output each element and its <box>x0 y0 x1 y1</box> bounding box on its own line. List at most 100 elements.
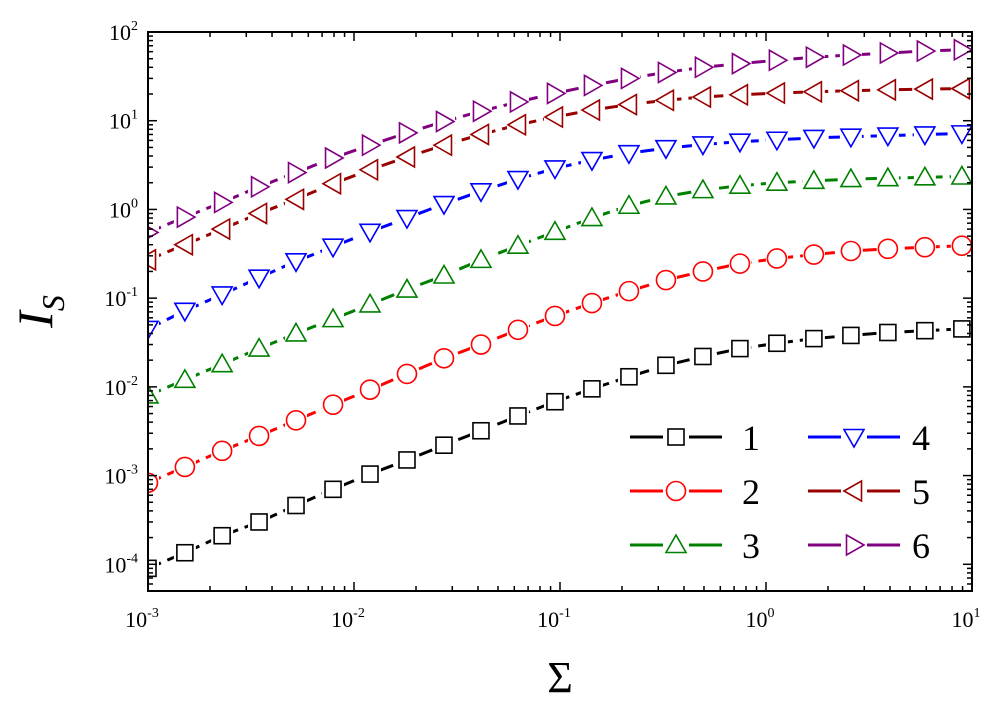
series-point <box>654 139 678 160</box>
series-point <box>322 394 344 415</box>
y-tick-label: 10-3 <box>104 463 138 489</box>
x-tick-labels: 10-3 10-2 10-1 100 101 <box>125 606 980 632</box>
series-point <box>805 45 826 69</box>
series-point <box>435 110 456 133</box>
series-point <box>654 184 678 205</box>
series-point <box>765 171 789 192</box>
series-point <box>879 323 897 342</box>
series-point <box>284 321 308 342</box>
series-point <box>692 261 714 282</box>
series-point <box>213 191 234 214</box>
series-point <box>546 392 564 411</box>
series-point <box>176 205 197 229</box>
series-point <box>321 172 342 196</box>
series-point <box>358 158 379 182</box>
series-point <box>546 82 567 105</box>
series-point <box>694 347 712 366</box>
series-point <box>148 559 157 578</box>
series-point <box>768 48 789 72</box>
series-point <box>359 379 381 400</box>
series-point <box>953 320 971 338</box>
series-point <box>914 236 936 258</box>
series-line <box>148 48 962 234</box>
series-point <box>879 41 900 65</box>
series-point <box>210 352 234 373</box>
series-point <box>469 248 493 269</box>
series-6 <box>148 38 972 244</box>
series-point <box>876 166 900 187</box>
series-point <box>173 302 197 323</box>
series-point <box>361 133 382 157</box>
x-tick-label: 10-1 <box>537 606 571 632</box>
series-point <box>768 334 786 353</box>
series-line <box>148 327 962 570</box>
series-point <box>765 81 786 105</box>
series-point <box>950 125 972 145</box>
series-point <box>691 178 715 199</box>
series-point <box>148 320 160 341</box>
legend-marker <box>665 480 687 502</box>
x-tick-label: 100 <box>746 606 775 632</box>
series-point <box>765 131 789 152</box>
series-point <box>284 187 305 211</box>
series-point <box>472 99 493 123</box>
series-point <box>148 472 159 494</box>
y-tick-label: 10-2 <box>104 374 138 400</box>
series-point <box>543 105 564 129</box>
series-point <box>617 93 638 116</box>
series-point <box>840 240 862 262</box>
series-point <box>953 38 972 62</box>
series-point <box>358 292 382 313</box>
series-point <box>916 39 937 63</box>
legend-item-4: 4 <box>808 418 930 458</box>
series-point <box>543 220 567 241</box>
series-point <box>210 217 231 241</box>
series-point <box>247 202 268 225</box>
series-point <box>728 83 749 107</box>
series-point <box>728 174 752 195</box>
series-point <box>916 321 934 340</box>
x-tick-label: 101 <box>952 606 981 632</box>
legend-item-5: 5 <box>808 472 930 512</box>
legend-label: 2 <box>742 472 760 512</box>
series-point <box>210 286 234 307</box>
series-point <box>766 248 788 269</box>
series-point <box>247 269 271 290</box>
x-tick-label: 10-3 <box>125 606 159 632</box>
series-point <box>802 129 826 150</box>
series-point <box>395 145 416 169</box>
series-point <box>509 407 527 425</box>
legend-label: 1 <box>742 418 760 458</box>
series-point <box>248 425 270 447</box>
series-point <box>173 233 194 257</box>
series-point <box>729 253 751 274</box>
legend-marker <box>664 533 688 554</box>
series-line <box>148 244 962 485</box>
series-point <box>213 526 231 545</box>
series-point <box>583 380 601 398</box>
legend-marker <box>667 428 685 446</box>
series-point <box>284 253 308 273</box>
series-point <box>321 238 345 259</box>
series-point <box>950 77 971 101</box>
legend-marker <box>842 479 863 503</box>
series-point <box>913 165 937 186</box>
series-point <box>398 121 419 145</box>
legend-item-1: 1 <box>630 418 760 458</box>
series-point <box>396 363 418 385</box>
series-point <box>876 127 900 148</box>
legend-label: 4 <box>912 418 930 458</box>
series-point <box>432 133 453 157</box>
series-line <box>148 175 962 397</box>
series-point <box>287 161 308 184</box>
series-point <box>691 85 712 109</box>
x-axis-label: Σ <box>547 653 573 702</box>
series-point <box>731 52 752 76</box>
series-point <box>620 367 638 386</box>
series-point <box>321 307 345 328</box>
series-point <box>543 160 567 181</box>
series-point <box>580 206 604 227</box>
series-point <box>247 336 271 357</box>
series-point <box>469 183 493 203</box>
y-tick-label: 100 <box>109 196 138 222</box>
